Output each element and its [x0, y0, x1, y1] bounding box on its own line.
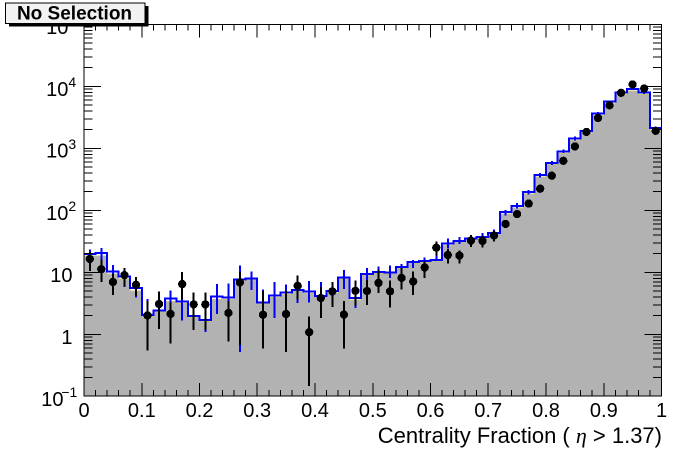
- svg-text:0.9: 0.9: [590, 400, 618, 422]
- svg-text:10: 10: [50, 265, 72, 287]
- svg-text:10: 10: [46, 79, 68, 101]
- svg-text:0: 0: [78, 400, 89, 422]
- svg-text:10: 10: [46, 141, 68, 163]
- svg-text:2: 2: [68, 198, 76, 214]
- svg-text:No Selection: No Selection: [17, 4, 132, 25]
- svg-text:0.7: 0.7: [474, 400, 502, 422]
- svg-text:10: 10: [41, 389, 63, 411]
- svg-text:0.3: 0.3: [243, 400, 271, 422]
- svg-text:0.6: 0.6: [417, 400, 445, 422]
- svg-text:Centrality Fraction ( η > 1.37: Centrality Fraction ( η > 1.37): [378, 423, 662, 448]
- svg-text:0.4: 0.4: [301, 400, 329, 422]
- svg-text:0.5: 0.5: [359, 400, 387, 422]
- svg-text:0.8: 0.8: [532, 400, 560, 422]
- svg-text:0.1: 0.1: [128, 400, 156, 422]
- svg-text:4: 4: [68, 74, 76, 90]
- svg-text:10: 10: [46, 203, 68, 225]
- svg-text:−1: −1: [61, 384, 77, 400]
- svg-text:0.2: 0.2: [186, 400, 214, 422]
- svg-text:3: 3: [68, 136, 76, 152]
- svg-text:1: 1: [61, 327, 72, 349]
- svg-text:1: 1: [656, 400, 667, 422]
